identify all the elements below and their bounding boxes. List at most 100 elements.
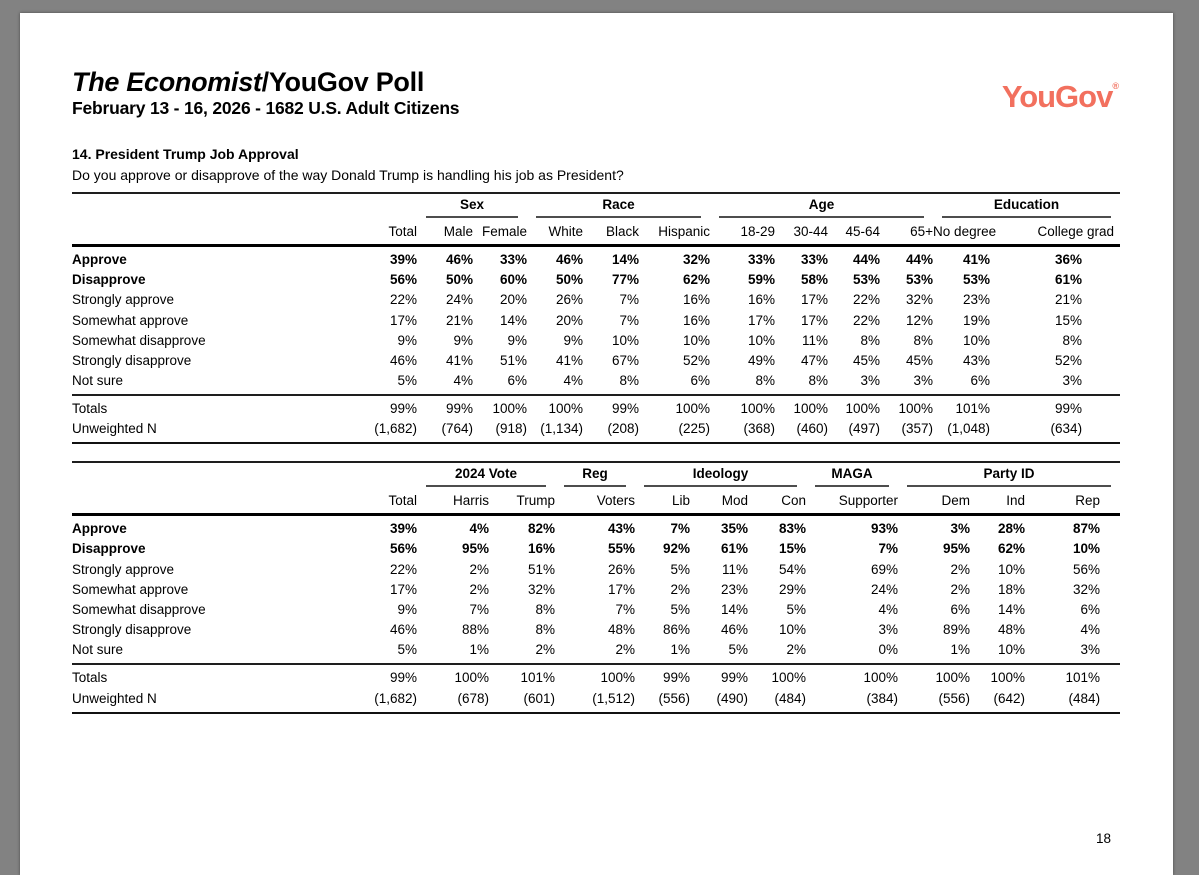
group-header-row: Sex Race Age Education [72,191,1121,218]
column-header: Female [473,217,527,247]
cell-value: 15% [779,541,807,557]
cell-value: 32% [683,251,711,267]
cell-value: 100% [417,663,489,688]
table-row: Unweighted N (1,682) (678) (601) (1,512) (556… [72,688,1121,714]
cell-value: 33% [801,251,829,267]
column-header: No degree [933,217,996,247]
table-row: Somewhat disapprove 9% 9% 9% 9% 10% 10% 10% 11% 8… [72,330,1120,350]
cell-value: 99% [362,663,417,688]
cell-value: 43% [963,352,991,368]
question-block: 14. President Trump Job Approval Do you … [72,146,1120,185]
cell-value: 28% [998,521,1026,537]
cell-value: 16% [683,292,711,308]
cell-value: 7% [878,541,899,557]
row-label: Disapprove [72,541,146,557]
table-row: Somewhat disapprove 9% 7% 8% 7% 5% 14% 5% 4% 6% 14… [72,599,1120,619]
row-label: Approve [72,521,127,537]
cell-value: 3% [878,622,899,638]
yougov-logo: YouGov® [1002,81,1119,112]
group-header-row: 2024 Vote Reg Ideology MAGA Party ID [72,461,1121,488]
cell-value: 39% [389,251,417,267]
cell-value: 7% [670,521,691,537]
cell-value: 1% [950,642,971,658]
group-header-spacer [72,191,417,218]
cell-value: 9% [397,332,417,348]
cell-value: 7% [469,602,489,618]
cell-value: 99% [690,663,749,688]
column-header: Supporter [806,487,899,517]
cell-value: 21% [445,312,473,328]
cell-value: 2% [535,642,556,658]
cell-value: 16% [748,292,776,308]
poll-title-economist: The Economist [72,67,262,97]
cell-value: (1,682) [362,418,417,445]
column-header: Dem [898,487,971,517]
column-header: Male [417,217,473,247]
cell-value: 17% [389,312,417,328]
cell-value: 10% [998,642,1026,658]
group-header-spacer [72,461,417,488]
cell-value: 19% [963,312,991,328]
cell-value: 16% [683,312,711,328]
cell-value: (1,048) [933,418,991,445]
table-row: Disapprove 56% 95% 16% 55% 92% 61% 15% 7% 95% 62% 1… [72,539,1120,559]
cell-value: (634) [990,418,1121,445]
cell-value: 44% [906,251,934,267]
cell-value: 41% [963,251,991,267]
cell-value: 26% [607,561,636,577]
demographics-table: Sex Race Age Education Total Male Female White B… [72,191,1121,445]
cell-value: 62% [683,272,711,288]
cell-value: 10% [779,622,807,638]
cell-value: 24% [445,292,473,308]
table-row: Totals 99% 99% 100% 100% 99% 100% 100% 100% 100% 1… [72,394,1121,419]
column-header: College grad [990,217,1121,247]
cell-value: 17% [607,581,636,597]
table-row: Strongly disapprove 46% 41% 51% 41% 67% 52% 49%… [72,350,1120,370]
cell-value: 89% [943,622,971,638]
cell-value: 47% [801,352,829,368]
cell-value: 3% [913,373,934,389]
table-row: Somewhat approve 17% 2% 32% 17% 2% 23% 29% 24% 2%… [72,579,1120,599]
page-header: The Economist/YouGov Poll February 13 - … [72,67,1120,119]
cell-value: 10% [998,561,1026,577]
cell-value: 2% [469,561,489,577]
cell-value: 10% [963,332,991,348]
column-header: Con [748,487,807,517]
column-header: Total [362,217,417,247]
cell-value: 26% [555,292,583,308]
cell-value: 46% [389,622,417,638]
cell-value: 60% [499,272,527,288]
cell-value: 56% [389,272,417,288]
poll-title: The Economist/YouGov Poll [72,67,459,97]
cell-value: (484) [748,688,807,714]
cell-value: 2% [469,581,489,597]
cell-value: 46% [555,251,583,267]
column-header: Ind [970,487,1026,517]
cell-value: 86% [662,622,691,638]
cell-value: 7% [619,312,639,328]
cell-value: 8% [619,373,639,389]
cell-value: 10% [748,332,776,348]
cell-value: 4% [453,373,473,389]
table-row: Disapprove 56% 50% 60% 50% 77% 62% 59% 58% 53% 53%… [72,270,1120,290]
cell-value: 88% [461,622,489,638]
cell-value: 48% [607,622,636,638]
cell-value: 18% [998,581,1026,597]
cell-value: 52% [1055,352,1083,368]
group-header: Reg [555,461,636,488]
cell-value: 32% [1073,581,1101,597]
cell-value: 2% [615,642,636,658]
cell-value: 6% [690,373,711,389]
cell-value: 100% [898,663,971,688]
cell-value: 9% [507,332,527,348]
page-number: 18 [1095,831,1111,846]
table-row: Strongly disapprove 46% 88% 8% 48% 86% 46% 10% 3… [72,620,1120,640]
cell-value: 33% [499,251,527,267]
cell-value: 51% [527,561,556,577]
cell-value: 14% [499,312,527,328]
column-header: Total [362,487,417,517]
cell-value: (497) [828,418,881,445]
cell-value: 8% [808,373,829,389]
cell-value: 2% [670,581,691,597]
cell-value: 11% [721,561,749,577]
